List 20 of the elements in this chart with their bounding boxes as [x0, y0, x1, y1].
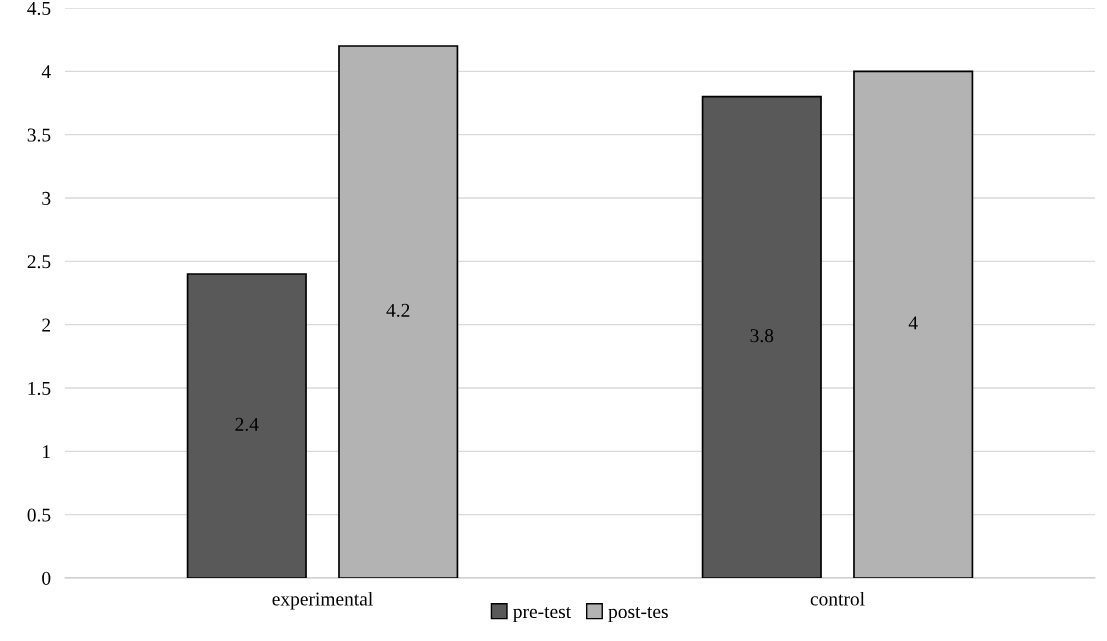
legend-label: post-tes	[608, 606, 668, 623]
data-label: 4	[908, 316, 918, 330]
y-tick-label: 1	[43, 445, 50, 459]
bar	[186, 273, 307, 578]
y-tick-label: 1.5	[28, 381, 51, 396]
x-tick-label: control	[810, 591, 865, 606]
y-tick-label: 4.5	[27, 1, 51, 16]
y-tick-label: 3.5	[27, 128, 51, 142]
data-label: 4.2	[386, 303, 410, 317]
y-tick-label: 2.5	[27, 255, 51, 269]
y-tick-label: 3	[42, 191, 51, 205]
y-tick-label: 0.5	[27, 508, 51, 522]
bar	[701, 95, 822, 578]
data-label: 3.8	[750, 329, 774, 343]
y-tick-label: 2	[42, 318, 51, 332]
y-tick-label: 0	[42, 571, 51, 585]
x-tick-label: experimental	[272, 591, 373, 610]
y-tick-label: 4	[41, 65, 51, 79]
legend-label: pre-test	[513, 606, 572, 623]
data-label: 2.4	[235, 417, 259, 431]
